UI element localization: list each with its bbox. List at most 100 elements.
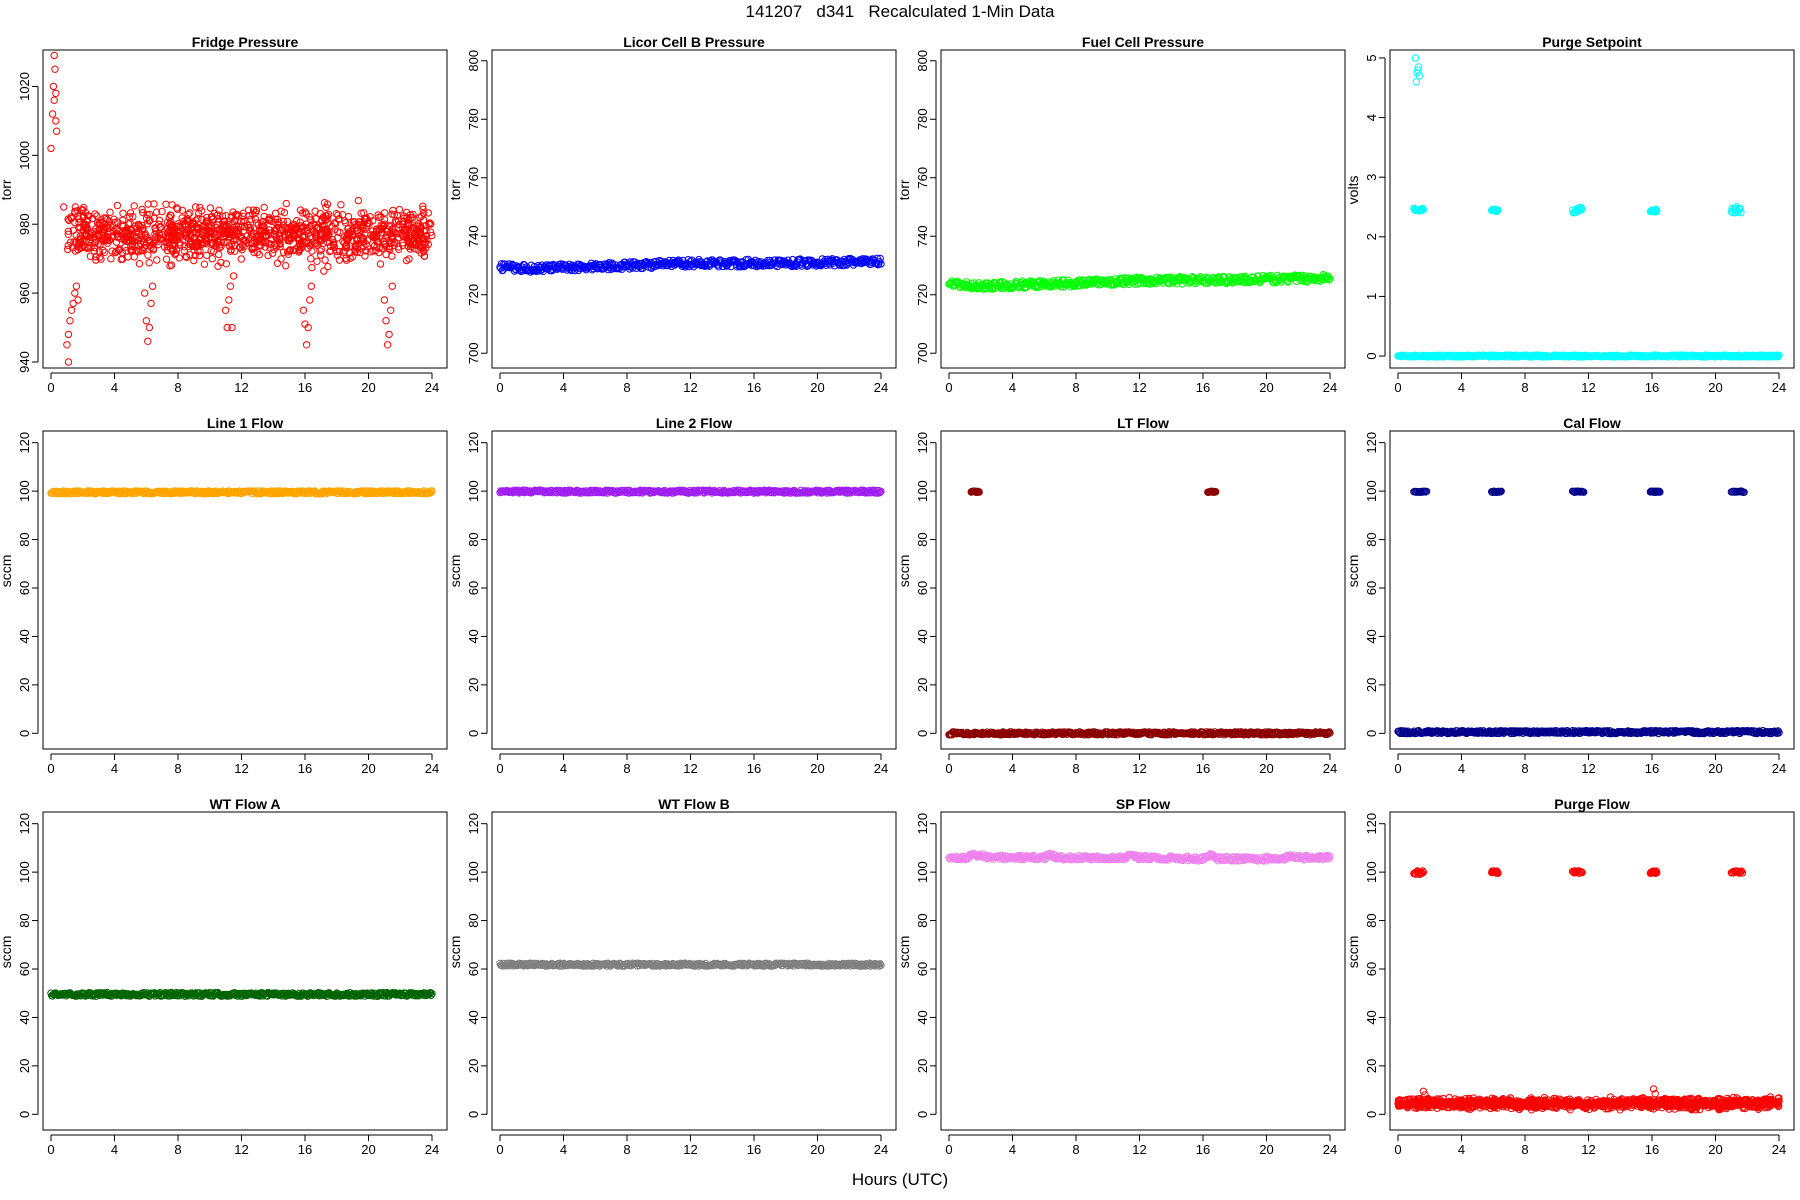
data-point <box>390 211 398 219</box>
data-point <box>178 222 187 230</box>
data-point <box>64 245 72 254</box>
data-point <box>282 262 290 270</box>
data-point <box>190 256 198 265</box>
data-point <box>335 256 344 264</box>
x-tick-label: 16 <box>1196 380 1210 395</box>
data-point <box>309 220 317 228</box>
data-point <box>382 317 390 325</box>
data-point <box>71 203 80 211</box>
data-point <box>283 217 292 226</box>
x-tick-label: 0 <box>496 761 503 776</box>
data-point <box>223 238 232 247</box>
data-point <box>92 253 100 261</box>
y-tick-label: 4 <box>1364 114 1379 121</box>
data-point <box>249 244 257 252</box>
data-point <box>162 255 171 263</box>
data-point <box>162 200 170 209</box>
y-tick-label: 100 <box>915 480 930 502</box>
plot-frame <box>491 430 897 750</box>
data-point <box>184 210 193 219</box>
data-point <box>387 229 395 238</box>
data-point <box>170 234 179 242</box>
data-point <box>1736 205 1744 213</box>
data-point <box>308 263 316 272</box>
data-point <box>64 230 73 239</box>
data-point <box>206 204 215 212</box>
y-tick-label: 20 <box>466 678 481 692</box>
data-point <box>168 201 176 209</box>
data-point <box>299 227 307 236</box>
data-point <box>402 226 410 234</box>
data-point <box>178 206 187 215</box>
data-point <box>194 225 203 233</box>
data-point <box>376 260 385 268</box>
data-point <box>105 217 114 226</box>
data-point <box>112 247 121 256</box>
data-point <box>756 261 764 270</box>
data-point <box>420 252 429 260</box>
data-point <box>427 220 435 228</box>
data-point <box>1411 54 1420 62</box>
data-point <box>363 242 372 251</box>
x-tick-label: 16 <box>1645 380 1659 395</box>
data-point <box>155 229 164 238</box>
x-tick-label: 20 <box>1259 380 1273 395</box>
data-point <box>325 230 333 238</box>
data-point <box>369 227 377 235</box>
data-point <box>193 243 201 251</box>
data-point <box>307 282 315 290</box>
data-point <box>185 231 194 239</box>
data-point <box>404 216 413 224</box>
data-point <box>50 96 58 104</box>
data-point <box>80 212 88 221</box>
data-point <box>279 217 288 226</box>
data-point <box>207 213 216 221</box>
data-point <box>1775 351 1783 359</box>
x-tick-label: 20 <box>1708 380 1722 395</box>
data-point <box>426 228 435 236</box>
x-tick-label: 8 <box>1072 380 1079 395</box>
data-point <box>215 218 223 226</box>
data-point <box>331 220 340 228</box>
data-point <box>216 238 224 246</box>
data-point <box>119 209 127 218</box>
plot-frame <box>42 49 448 369</box>
x-axis: 0 4 8 12 16 20 24 <box>945 372 1337 395</box>
data-point <box>361 252 369 260</box>
data-point <box>100 214 109 222</box>
x-tick-label: 12 <box>234 761 248 776</box>
y-tick-label: 0 <box>466 730 481 737</box>
data-point <box>108 247 116 255</box>
data-point <box>106 228 114 236</box>
data-point <box>249 206 258 214</box>
data-point <box>282 199 290 208</box>
data-point <box>247 215 255 223</box>
data-point <box>189 220 198 229</box>
y-tick-label: 5 <box>1364 54 1379 61</box>
data-point <box>305 213 313 221</box>
y-tick-label: 780 <box>466 108 481 130</box>
data-point <box>261 243 269 251</box>
data-point <box>876 254 884 263</box>
data-point <box>353 248 361 256</box>
data-point <box>313 257 321 265</box>
data-point <box>215 206 223 214</box>
data-series <box>496 486 885 497</box>
y-tick-label: 780 <box>915 108 930 130</box>
x-tick-label: 0 <box>47 380 54 395</box>
data-point <box>404 219 412 227</box>
x-axis: 0 4 8 12 16 20 24 <box>945 753 1337 776</box>
data-point <box>580 264 589 272</box>
x-tick-label: 0 <box>47 761 54 776</box>
data-point <box>180 217 188 225</box>
data-point <box>122 227 130 235</box>
data-point <box>1326 275 1334 283</box>
panel-title: Licor Cell B Pressure <box>623 34 765 50</box>
data-point <box>1774 352 1782 361</box>
x-tick-label: 16 <box>747 761 761 776</box>
data-point <box>220 233 228 241</box>
data-point <box>71 289 79 297</box>
